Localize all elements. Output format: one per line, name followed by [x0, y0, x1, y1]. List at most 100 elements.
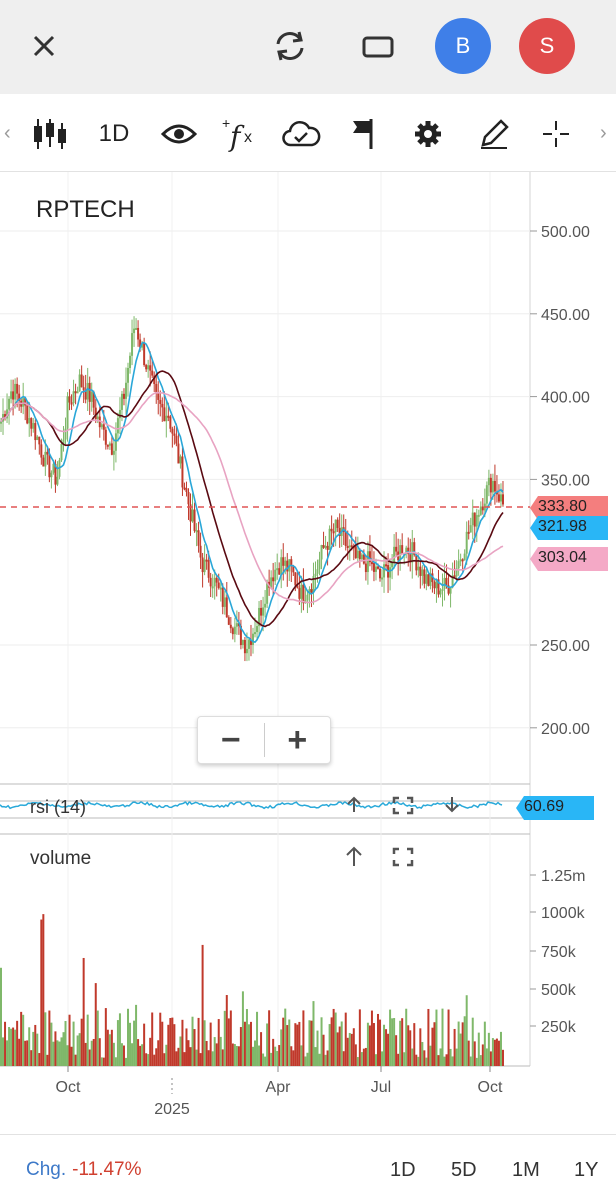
volume-bar [461, 1022, 464, 1066]
candle-body [32, 423, 35, 429]
candle-body [127, 367, 130, 383]
candle-body [429, 573, 432, 586]
gear-icon[interactable] [406, 112, 450, 156]
candle-body [491, 480, 494, 493]
volume-bar [127, 1008, 130, 1066]
range-1y-button[interactable]: 1Y [574, 1159, 599, 1181]
scroll-right-icon[interactable]: › [600, 122, 607, 144]
cloud-check-icon[interactable] [279, 112, 323, 156]
volume-bar [209, 1022, 212, 1066]
volume-bar [312, 1001, 315, 1066]
volume-bar [233, 1044, 236, 1066]
volume-bar [203, 1020, 206, 1066]
function-icon[interactable]: + f x [218, 112, 262, 156]
volume-expand-icon[interactable] [392, 847, 414, 867]
volume-bar [249, 1021, 252, 1066]
candle-body [320, 545, 323, 560]
candle-body [72, 391, 75, 403]
candle-body [137, 327, 140, 340]
rsi-move-up-icon[interactable] [347, 796, 361, 812]
candle-body [453, 575, 456, 578]
account-avatar-b[interactable]: B [435, 18, 491, 74]
candlestick-icon[interactable] [28, 112, 72, 156]
ema-fast-line [0, 341, 504, 644]
candle-body [376, 566, 379, 569]
volume-bar [141, 1044, 144, 1066]
volume-bar [379, 1019, 382, 1066]
volume-bar [276, 1051, 279, 1066]
volume-bar [20, 1011, 23, 1066]
volume-bar [439, 1048, 442, 1066]
candle-body [302, 584, 305, 604]
candle-body [102, 424, 105, 430]
candle-body [366, 551, 369, 573]
scroll-left-icon[interactable]: ‹ [4, 122, 11, 144]
volume-bar [272, 1038, 275, 1066]
volume-indicator-label[interactable]: volume [30, 848, 92, 869]
account-avatar-s[interactable]: S [519, 18, 575, 74]
volume-bar [340, 1021, 343, 1066]
candle-body [193, 509, 196, 531]
volume-bar [225, 995, 228, 1066]
candle-body [370, 562, 373, 565]
crosshair-icon[interactable] [534, 112, 578, 156]
range-1d-button[interactable]: 1D [390, 1159, 416, 1181]
range-5d-button[interactable]: 5D [451, 1159, 477, 1181]
rsi-move-down-icon[interactable] [445, 797, 459, 813]
candle-body [362, 554, 365, 564]
volume-bar [455, 1048, 458, 1066]
candle-body [80, 374, 83, 388]
candle-body [38, 436, 41, 445]
volume-bar [413, 1023, 416, 1066]
candle-body [191, 509, 194, 522]
candle-body [48, 454, 51, 478]
candle-body [421, 569, 424, 576]
candle-body [104, 429, 107, 445]
zoom-in-button[interactable]: + [287, 720, 308, 759]
candle-body [433, 582, 436, 589]
candle-body [298, 587, 301, 599]
volume-bar [467, 1040, 470, 1066]
interval-button[interactable]: 1D [92, 112, 136, 156]
volume-bar [292, 1050, 295, 1066]
tabs-icon[interactable] [356, 24, 400, 68]
volume-bar [185, 1028, 188, 1066]
volume-bar [215, 1043, 218, 1066]
volume-bar [135, 1004, 138, 1066]
rsi-indicator-label[interactable]: rsi (14) [30, 797, 87, 817]
candle-body [447, 585, 450, 594]
volume-move-up-icon[interactable] [346, 846, 362, 866]
reload-icon[interactable] [268, 24, 312, 68]
pencil-icon[interactable] [472, 112, 516, 156]
volume-bar [350, 1033, 353, 1066]
volume-bar [42, 914, 45, 1066]
candle-body [354, 546, 357, 558]
candle-body [145, 365, 148, 370]
candle-body [385, 564, 388, 567]
eye-icon[interactable] [157, 112, 201, 156]
volume-bar [72, 1021, 75, 1066]
candle-body [348, 545, 351, 548]
range-1m-button[interactable]: 1M [512, 1159, 540, 1181]
candle-body [239, 625, 242, 646]
volume-bar [491, 1038, 494, 1066]
volume-bar [205, 1040, 208, 1066]
volume-bar [310, 1020, 313, 1066]
candle-body [332, 531, 335, 534]
y-tick-label: 400.00 [541, 390, 590, 407]
candle-body [221, 587, 224, 607]
close-icon[interactable] [24, 26, 64, 66]
volume-bar [12, 1027, 15, 1066]
zoom-out-button[interactable]: − [220, 720, 241, 759]
candle-body [278, 568, 281, 575]
volume-bar [358, 1009, 361, 1066]
candle-body [475, 515, 478, 527]
rsi-expand-icon[interactable] [392, 796, 414, 815]
flag-icon[interactable] [342, 112, 386, 156]
candle-body [12, 391, 15, 400]
volume-bar [10, 1028, 13, 1066]
candle-body [195, 530, 198, 533]
volume-bar [366, 1022, 369, 1066]
volume-bar [14, 1029, 17, 1066]
